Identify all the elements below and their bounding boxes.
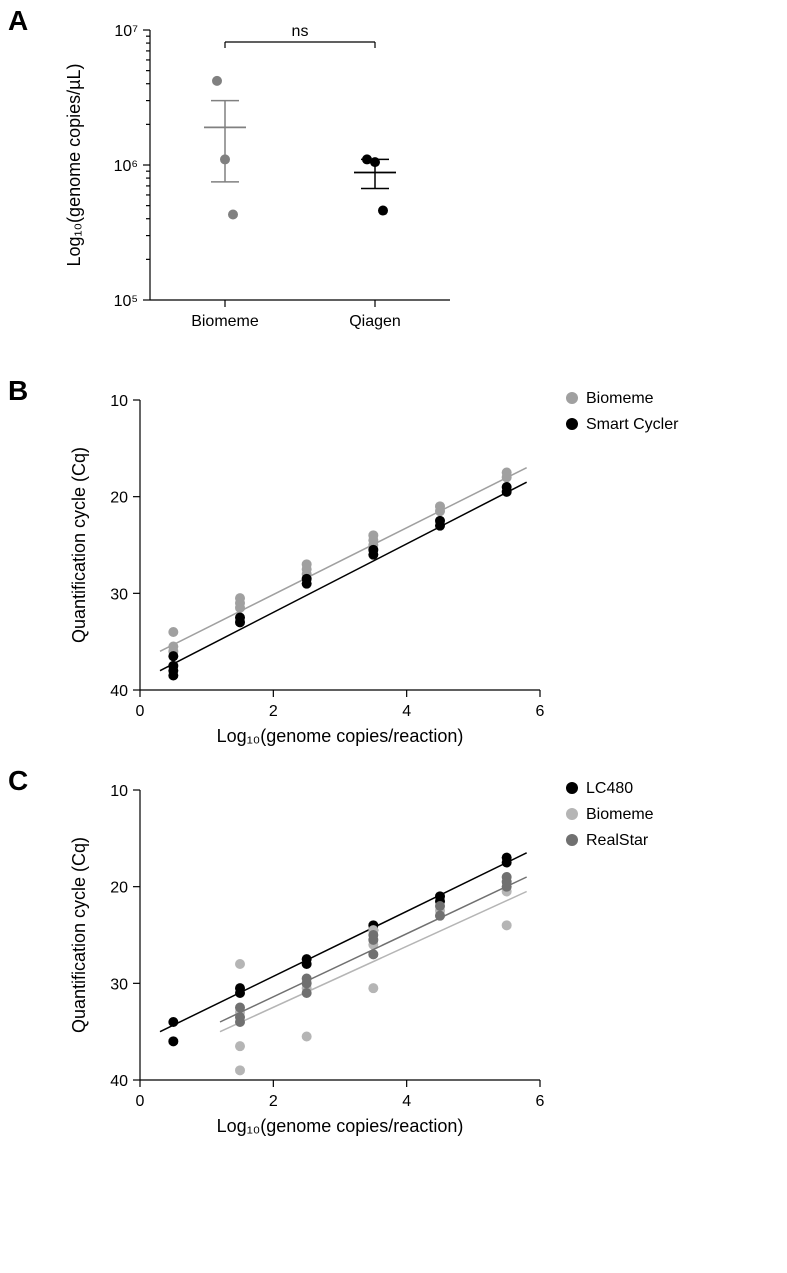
svg-text:Biomeme: Biomeme	[586, 390, 654, 407]
svg-text:Smart Cycler: Smart Cycler	[586, 416, 679, 433]
svg-text:0: 0	[136, 1093, 145, 1110]
svg-text:ns: ns	[292, 23, 309, 40]
svg-text:10⁶: 10⁶	[114, 158, 138, 175]
panel-a-label: A	[8, 5, 28, 37]
svg-text:20: 20	[110, 490, 128, 507]
svg-text:10⁷: 10⁷	[114, 23, 138, 40]
svg-text:2: 2	[269, 1093, 278, 1110]
svg-text:Log₁₀(genome copies/reaction): Log₁₀(genome copies/reaction)	[217, 1116, 464, 1136]
svg-text:Log₁₀(genome copies/reaction): Log₁₀(genome copies/reaction)	[217, 726, 464, 746]
svg-text:10: 10	[110, 783, 128, 800]
panel-a-chart: 10⁵ 10⁶ 10⁷ Biomeme Qiagen ns Log₁₀(genome cop…	[40, 10, 767, 360]
svg-text:Quantification cycle (Cq): Quantification cycle (Cq)	[69, 447, 89, 643]
svg-text:Quantification cycle (Cq): Quantification cycle (Cq)	[69, 837, 89, 1033]
svg-text:LC480: LC480	[586, 780, 633, 797]
svg-text:Qiagen: Qiagen	[349, 313, 401, 330]
svg-text:2: 2	[269, 703, 278, 720]
panel-c-legend: LC480 Biomeme RealStar	[560, 770, 730, 870]
panel-a-svg: 10⁵ 10⁶ 10⁷ Biomeme Qiagen ns Log₁₀(genome cop…	[40, 10, 480, 360]
svg-text:30: 30	[110, 976, 128, 993]
svg-text:Biomeme: Biomeme	[191, 313, 259, 330]
svg-text:40: 40	[110, 683, 128, 700]
svg-text:4: 4	[402, 1093, 411, 1110]
svg-text:10: 10	[110, 393, 128, 410]
svg-text:4: 4	[402, 703, 411, 720]
panel-b: B 10 20 30 40 0 2 4 6 Log₁₀(genome copies/reacti…	[0, 370, 787, 760]
panel-c-chart: 10 20 30 40 0 2 4 6 Log₁₀(genome copies/reaction…	[40, 770, 767, 1140]
svg-text:0: 0	[136, 703, 145, 720]
svg-text:6: 6	[536, 703, 545, 720]
panel-c-label: C	[8, 765, 28, 797]
panel-b-legend: Biomeme Smart Cycler	[560, 380, 730, 460]
svg-text:6: 6	[536, 1093, 545, 1110]
panel-b-label: B	[8, 375, 28, 407]
panel-c: C 10 20 30 40 0 2 4 6 Log₁₀(genome copies/reacti…	[0, 760, 787, 1150]
svg-text:RealStar: RealStar	[586, 832, 649, 849]
panel-c-svg: 10 20 30 40 0 2 4 6 Log₁₀(genome copies/reaction…	[40, 770, 560, 1140]
panel-a: A 10⁵ 10⁶ 10⁷ Biomeme Qiagen ns Log₁₀(genome c…	[0, 0, 787, 370]
panel-b-svg: 10 20 30 40 0 2 4 6 Log₁₀(genome copies/reaction…	[40, 380, 560, 750]
panel-b-chart: 10 20 30 40 0 2 4 6 Log₁₀(genome copies/reaction…	[40, 380, 767, 750]
svg-text:Log₁₀(genome copies/µL): Log₁₀(genome copies/µL)	[64, 63, 84, 266]
svg-text:40: 40	[110, 1073, 128, 1090]
svg-text:Biomeme: Biomeme	[586, 806, 654, 823]
svg-text:20: 20	[110, 880, 128, 897]
svg-text:30: 30	[110, 586, 128, 603]
svg-text:10⁵: 10⁵	[114, 293, 138, 310]
